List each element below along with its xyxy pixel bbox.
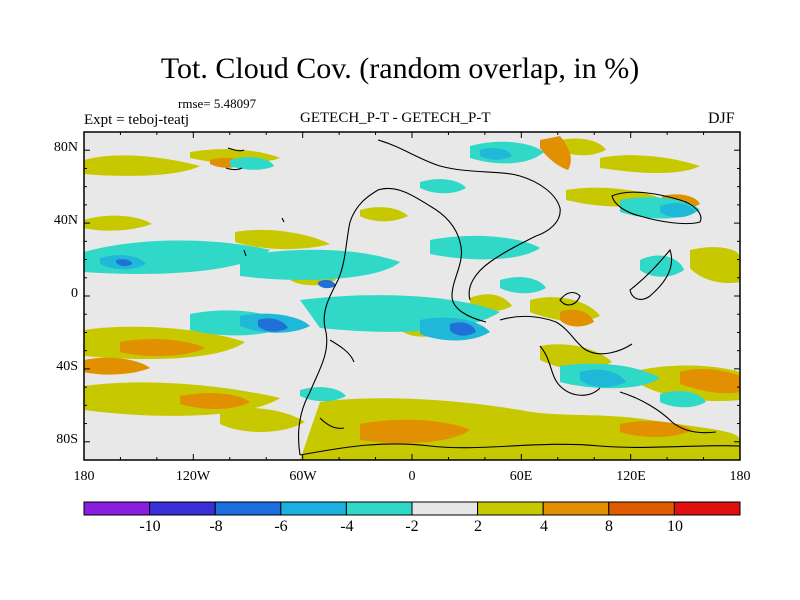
lat-tick-label: 80N	[54, 140, 78, 155]
colorbar-box	[542, 501, 610, 516]
negative-anomaly-6-8	[116, 259, 476, 336]
colorbar-label: -10	[139, 518, 160, 535]
lon-tick-label: 180	[74, 469, 95, 484]
colorbar-label: -6	[274, 518, 287, 535]
colorbar-box	[149, 501, 216, 516]
colorbar-box	[477, 501, 544, 516]
colorbar-box	[608, 501, 675, 516]
coastlines	[225, 139, 740, 456]
colorbar-box	[280, 501, 347, 516]
lat-tick-label: 40N	[54, 213, 78, 228]
lon-tick-label: 0	[409, 469, 416, 484]
colorbar-label: -4	[340, 518, 353, 535]
map-ticks	[83, 132, 741, 460]
lat-axis: 80N 40N 0 40S 80S	[54, 140, 78, 447]
colorbar-label: 8	[605, 518, 613, 535]
lon-tick-label: 60W	[289, 469, 317, 484]
lon-axis: 180 120W 60W 0 60E 120E 180	[74, 469, 751, 484]
colorbar-box	[83, 501, 151, 516]
colorbar-label: 4	[540, 518, 548, 535]
chart-title: Tot. Cloud Cov. (random overlap, in %)	[160, 52, 640, 85]
lon-tick-label: 120W	[176, 469, 211, 484]
lon-tick-label: 180	[730, 469, 751, 484]
lat-tick-label: 40S	[56, 359, 78, 374]
colorbar-box	[673, 501, 741, 516]
lat-tick-label: 80S	[56, 432, 78, 447]
rmse-label: rmse= 5.48097	[178, 96, 257, 111]
subtitle: GETECH_P-T - GETECH_P-T	[300, 110, 491, 126]
colorbar-label: -2	[405, 518, 418, 535]
lat-tick-label: 0	[71, 286, 78, 301]
colorbar-box	[345, 501, 413, 516]
season-label: DJF	[708, 110, 735, 127]
colorbar-label: -8	[209, 518, 222, 535]
colorbar-labels: -10 -8 -6 -4 -2 2 4 8 10	[139, 518, 683, 535]
lon-tick-label: 120E	[616, 469, 646, 484]
colorbar: -10 -8 -6 -4 -2 2 4 8 10	[83, 501, 741, 535]
lon-tick-label: 60E	[510, 469, 533, 484]
colorbar-box	[214, 501, 282, 516]
colorbar-label: 2	[474, 518, 482, 535]
map-field	[84, 132, 740, 460]
colorbar-label: 10	[667, 518, 683, 535]
colorbar-boxes	[83, 501, 741, 516]
colorbar-box	[411, 501, 479, 516]
positive-anomaly-4-8	[84, 136, 740, 444]
expt-label: Expt = teboj-teatj	[84, 112, 190, 128]
